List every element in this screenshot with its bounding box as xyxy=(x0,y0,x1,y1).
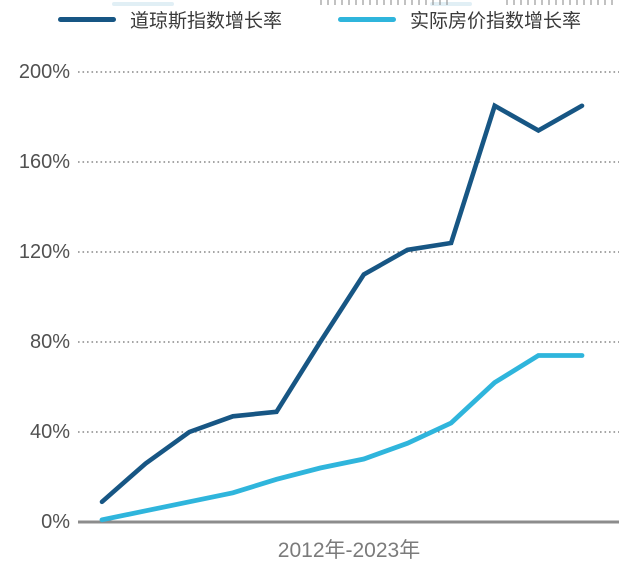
y-axis-labels: 200% 160% 120% 80% 40% 0% xyxy=(0,0,70,566)
legend-label-dowjones: 道琼斯指数增长率 xyxy=(130,10,283,32)
dowjones-line-swatch xyxy=(58,16,116,22)
cropped-smudge xyxy=(112,2,174,6)
legend: 道琼斯指数增长率 实际房价指数增长率 xyxy=(0,6,630,32)
cropped-smudge xyxy=(430,2,472,6)
legend-label-houseprice: 实际房价指数增长率 xyxy=(410,10,582,32)
cropped-text-top xyxy=(320,0,450,5)
dowjones-line[interactable] xyxy=(99,102,585,505)
legend-item-houseprice[interactable]: 实际房价指数增长率 xyxy=(338,6,581,32)
y-tick-label: 120% xyxy=(18,241,70,263)
gridlines xyxy=(78,71,619,433)
y-tick-label: 0% xyxy=(41,511,70,533)
y-tick-label: 80% xyxy=(29,331,70,353)
houseprice-line-swatch xyxy=(338,16,396,22)
y-tick-label: 160% xyxy=(18,151,70,173)
x-axis-label: 2012年-2023年 xyxy=(277,539,421,562)
cropped-text-top xyxy=(506,0,618,5)
y-tick-label: 40% xyxy=(29,421,70,443)
legend-item-dowjones[interactable]: 道琼斯指数增长率 xyxy=(58,6,282,32)
cropped-content-fragments xyxy=(0,0,630,6)
y-tick-label: 200% xyxy=(18,61,70,83)
houseprice-line[interactable] xyxy=(99,353,585,523)
